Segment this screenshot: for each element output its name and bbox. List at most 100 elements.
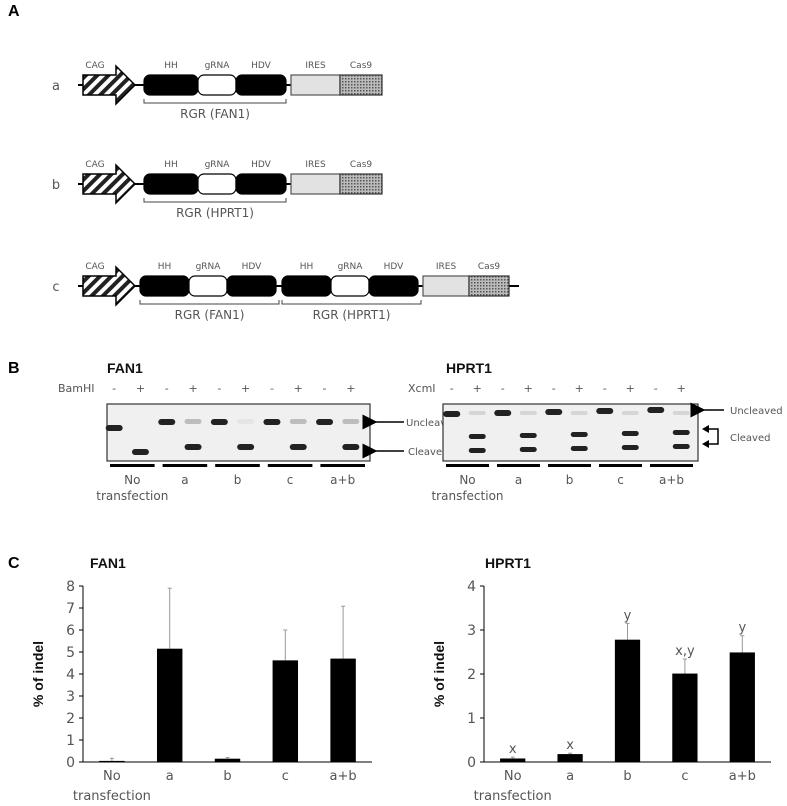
band [468, 434, 486, 439]
element-label: Cas9 [478, 262, 500, 272]
bar-chart-fan1 [79, 585, 372, 763]
band [672, 430, 690, 435]
significance-label: y [738, 621, 746, 636]
group-label: b [234, 473, 242, 487]
arrow-label: Uncleaved [730, 406, 783, 417]
element-label: gRNA [205, 61, 231, 71]
element-ires [290, 173, 341, 195]
x-tick-label: a [566, 769, 574, 784]
group-label: c [287, 473, 294, 487]
bar [272, 660, 299, 762]
bar [672, 673, 698, 762]
group-label: transfection [96, 489, 168, 503]
lane-sign: + [241, 382, 250, 395]
arrow-label: Cleaved [730, 433, 770, 444]
element-label: IRES [436, 262, 457, 272]
group-underline [548, 464, 591, 467]
y-tick-label: 2 [467, 667, 476, 683]
element-grna [197, 173, 237, 195]
band [158, 419, 176, 425]
gel-image [106, 403, 371, 462]
y-tick-label: 6 [66, 623, 75, 639]
lane-sign: + [136, 382, 145, 395]
gel-title: FAN1 [107, 360, 143, 376]
lane-sign: + [524, 382, 533, 395]
band [621, 431, 639, 436]
lane-sign: - [112, 382, 116, 395]
group-label: c [617, 473, 624, 487]
construct-c [78, 265, 519, 307]
panel-label-b: B [8, 360, 20, 377]
lane-sign: - [654, 382, 658, 395]
element-cas9 [339, 173, 383, 195]
element-label: HH [300, 262, 314, 272]
y-axis-label: % of indel [431, 641, 447, 707]
lane-sign: + [677, 382, 686, 395]
element-label: HDV [251, 61, 272, 71]
lane-sign: + [188, 382, 197, 395]
band [289, 444, 307, 450]
x-tick-label: c [681, 769, 688, 784]
lane-sign: + [575, 382, 584, 395]
promoter-arrow-icon [82, 64, 137, 106]
band-faint [519, 411, 537, 415]
lane-sign: + [346, 382, 355, 395]
band [316, 419, 334, 425]
promoter-arrow-icon [82, 163, 137, 205]
element-grna [330, 275, 370, 297]
element-cas9 [468, 275, 510, 297]
promoter-label: CAG [85, 262, 104, 272]
panel-label-c: C [8, 555, 20, 572]
band-faint [672, 411, 690, 415]
arrow-label: Cleaved [408, 447, 448, 458]
band [468, 448, 486, 453]
element-hh [281, 275, 332, 297]
band [621, 445, 639, 450]
group-underline [162, 464, 208, 467]
band-faint [289, 419, 307, 424]
band [494, 410, 512, 416]
y-tick-label: 4 [66, 667, 75, 683]
group-label: a [181, 473, 188, 487]
rgr-bracket [143, 99, 287, 104]
group-label: transfection [431, 489, 503, 503]
group-label: a+b [330, 473, 355, 487]
lane-sign: - [552, 382, 556, 395]
rgr-label: RGR (HPRT1) [313, 308, 391, 322]
element-hdv [235, 173, 287, 195]
band-faint [342, 419, 360, 424]
lane-sign: + [473, 382, 482, 395]
gel-title: HPRT1 [446, 360, 492, 376]
element-label: HDV [384, 262, 405, 272]
band-faint [468, 411, 486, 415]
band-faint [237, 419, 255, 424]
band [545, 409, 563, 415]
lane-sign: - [323, 382, 327, 395]
band [596, 408, 614, 414]
element-label: HH [164, 61, 178, 71]
group-underline [497, 464, 540, 467]
x-tick-label: a [166, 769, 174, 784]
group-underline [650, 464, 693, 467]
group-underline [267, 464, 313, 467]
element-ires [422, 275, 470, 297]
arrowhead-icon [702, 425, 709, 448]
group-underline [320, 464, 365, 467]
element-label: gRNA [205, 160, 231, 170]
promoter-arrow-icon [82, 265, 137, 307]
y-tick-label: 8 [66, 579, 75, 595]
rgr-label: RGR (FAN1) [180, 107, 250, 121]
construct-a [78, 64, 383, 106]
band-faint [621, 411, 639, 415]
enzyme-label: XcmI [408, 382, 436, 395]
x-tick-label: No [103, 769, 121, 784]
y-tick-label: 7 [66, 601, 75, 617]
lane-sign: - [603, 382, 607, 395]
element-grna [197, 74, 237, 96]
bracket-arrow-icon [704, 428, 719, 445]
element-label: Cas9 [350, 160, 372, 170]
x-tick-label: No [504, 769, 522, 784]
x-tick-label: transfection [73, 789, 151, 804]
promoter-label: CAG [85, 61, 104, 71]
x-tick-label: transfection [474, 789, 552, 804]
